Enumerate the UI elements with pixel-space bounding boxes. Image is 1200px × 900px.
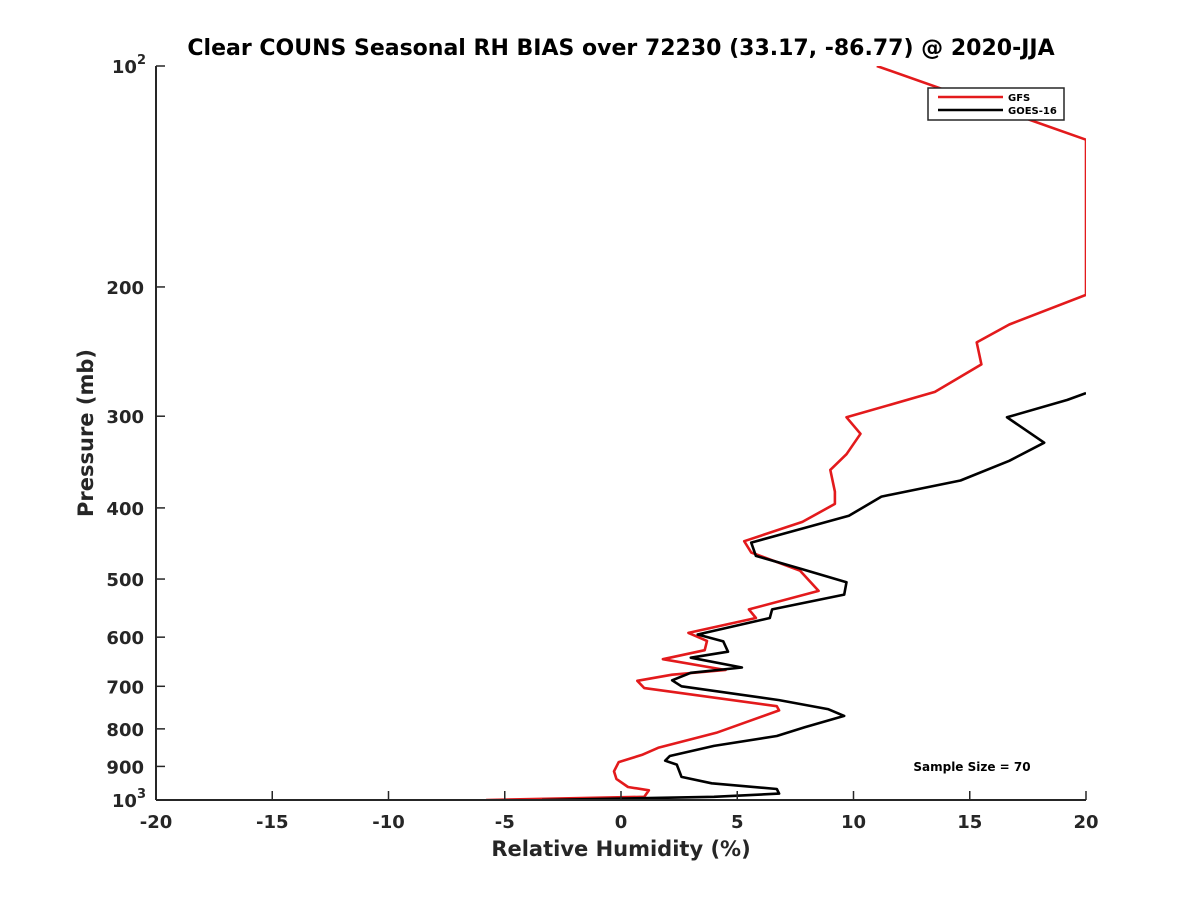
y-tick-label: 800 — [106, 720, 144, 741]
y-tick-label: 102 — [112, 53, 146, 78]
x-tick-label: 10 — [841, 812, 866, 833]
y-tick-label: 700 — [106, 677, 144, 698]
x-tick-label: -5 — [495, 812, 515, 833]
chart-title: Clear COUNS Seasonal RH BIAS over 72230 … — [187, 36, 1054, 61]
legend: GFS GOES-16 — [927, 87, 1065, 121]
y-tick-label: 300 — [106, 407, 144, 428]
x-tick-label: -20 — [140, 812, 173, 833]
y-tick-label: 103 — [112, 787, 146, 812]
y-tick-base: 10 — [112, 57, 137, 78]
legend-box — [927, 87, 1065, 121]
x-ticks: -20 -15 -10 -5 0 5 10 15 20 — [140, 791, 1099, 833]
y-tick-base: 10 — [112, 791, 137, 812]
y-tick-label: 400 — [106, 499, 144, 520]
x-tick-label: 5 — [731, 812, 744, 833]
series-line-gfs — [486, 66, 1086, 800]
y-tick-label: 200 — [106, 278, 144, 299]
y-tick-label: 500 — [106, 570, 144, 591]
y-tick-label: 600 — [106, 628, 144, 649]
x-tick-label: -15 — [256, 812, 289, 833]
y-tick-exponent: 2 — [137, 53, 146, 68]
sample-size-annotation: Sample Size = 70 — [913, 760, 1030, 774]
x-tick-label: -10 — [372, 812, 405, 833]
x-tick-label: 20 — [1073, 812, 1098, 833]
x-tick-label: 0 — [615, 812, 628, 833]
y-axis-label: Pressure (mb) — [74, 349, 98, 517]
legend-label-gfs: GFS — [1008, 93, 1030, 104]
y-tick-label: 900 — [106, 757, 144, 778]
y-tick-exponent: 3 — [137, 787, 146, 802]
series-layer — [486, 66, 1086, 800]
series-line-goes16 — [541, 391, 1086, 800]
x-tick-label: 15 — [957, 812, 982, 833]
legend-label-goes16: GOES-16 — [1008, 106, 1057, 117]
x-axis-label: Relative Humidity (%) — [491, 837, 750, 861]
